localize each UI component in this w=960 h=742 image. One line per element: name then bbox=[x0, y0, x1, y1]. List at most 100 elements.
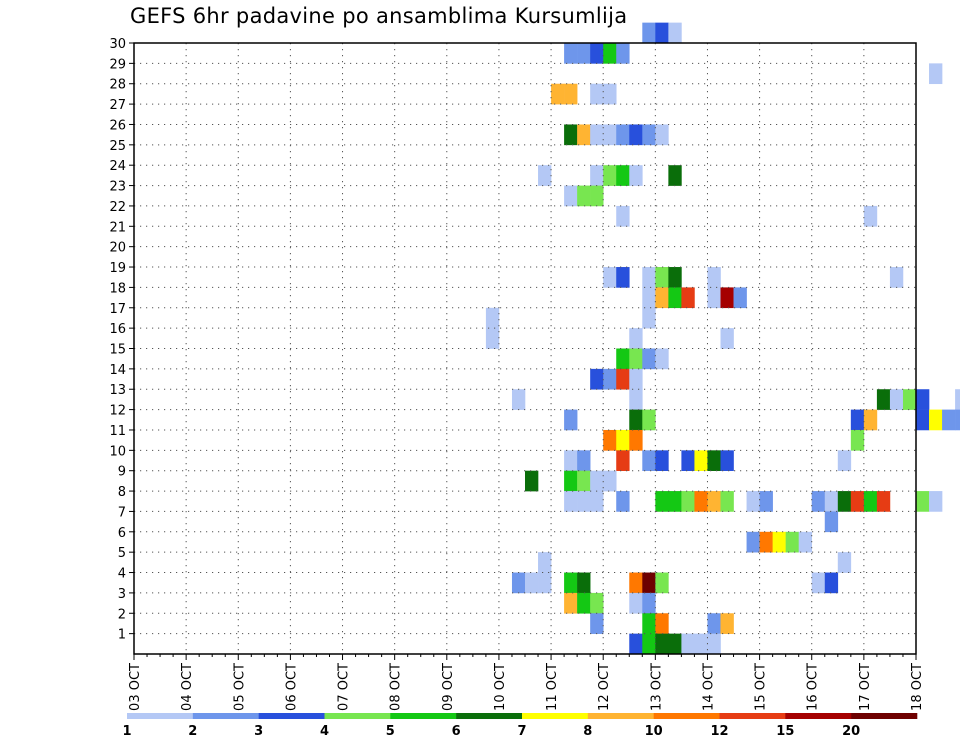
heatmap-cell bbox=[850, 429, 865, 451]
heatmap-cell bbox=[707, 287, 721, 309]
legend-swatch bbox=[192, 713, 259, 719]
heatmap-cell bbox=[590, 83, 604, 105]
heatmap-cell bbox=[668, 22, 682, 44]
heatmap-cell bbox=[824, 511, 839, 533]
y-tick-label: 9 bbox=[118, 465, 126, 480]
heatmap-cell bbox=[564, 592, 578, 614]
heatmap-cell bbox=[564, 124, 578, 146]
legend-label: 5 bbox=[386, 724, 395, 739]
y-tick-label: 28 bbox=[109, 78, 126, 93]
heatmap-cell bbox=[707, 613, 721, 634]
heatmap-cell bbox=[746, 531, 760, 553]
heatmap-cell bbox=[629, 328, 643, 349]
heatmap-cell bbox=[590, 124, 604, 146]
y-tick-label: 5 bbox=[118, 546, 126, 561]
heatmap-cell bbox=[538, 552, 552, 573]
heatmap-cell bbox=[577, 185, 591, 207]
legend-label: 15 bbox=[776, 724, 794, 739]
legend-label: 1 bbox=[122, 724, 131, 739]
heatmap-cell bbox=[668, 633, 682, 655]
heatmap-cell bbox=[668, 165, 682, 186]
heatmap-cell bbox=[681, 287, 695, 309]
x-axis: 03 OCT 04 OCT 05 OCT 06 OCT 07 OCT 08 OCT 09 O… bbox=[128, 654, 925, 711]
heatmap-cell bbox=[655, 124, 669, 146]
x-tick-label: 13 OCT bbox=[649, 663, 664, 711]
legend-label: 8 bbox=[583, 724, 592, 739]
heatmap-cell bbox=[629, 348, 643, 370]
legend-swatch bbox=[785, 713, 852, 719]
y-tick-label: 18 bbox=[109, 281, 126, 296]
heatmap-cell bbox=[655, 348, 669, 370]
heatmap-cell bbox=[642, 450, 656, 471]
legend-label: 10 bbox=[645, 724, 663, 739]
legend-swatch bbox=[587, 713, 654, 719]
x-tick-label: 14 OCT bbox=[701, 663, 716, 711]
heatmap-cell bbox=[616, 491, 630, 512]
heatmap-cell bbox=[629, 165, 643, 186]
heatmap-cell bbox=[707, 491, 721, 512]
heatmap-cell bbox=[916, 491, 930, 512]
y-tick-label: 11 bbox=[109, 424, 126, 439]
y-tick-label: 20 bbox=[109, 241, 126, 256]
heatmap-cell bbox=[929, 63, 943, 85]
heatmap-cell bbox=[655, 572, 669, 594]
x-tick-label: 10 OCT bbox=[493, 663, 508, 711]
heatmap-cell bbox=[642, 267, 656, 288]
heatmap-cell bbox=[577, 491, 591, 512]
heatmap-cell bbox=[850, 491, 865, 512]
heatmap-cell bbox=[525, 572, 539, 594]
heatmap-cell bbox=[889, 267, 904, 288]
heatmap-cell bbox=[642, 592, 656, 614]
y-tick-label: 27 bbox=[109, 98, 126, 113]
heatmap-cell bbox=[629, 633, 643, 655]
heatmap-cell bbox=[824, 572, 839, 594]
heatmap-cell bbox=[824, 491, 839, 512]
heatmap-cell bbox=[577, 43, 591, 64]
heatmap-cell bbox=[655, 491, 669, 512]
heatmap-cell bbox=[655, 287, 669, 309]
y-tick-label: 22 bbox=[109, 200, 126, 215]
legend-swatch bbox=[456, 713, 523, 719]
cells-layer bbox=[485, 22, 960, 655]
y-tick-label: 4 bbox=[118, 567, 126, 582]
heatmap-cell bbox=[603, 165, 617, 186]
heatmap-cell bbox=[811, 572, 826, 594]
heatmap-cell bbox=[681, 633, 695, 655]
heatmap-cell bbox=[642, 22, 656, 44]
y-tick-label: 13 bbox=[109, 383, 126, 398]
heatmap-cell bbox=[863, 409, 878, 431]
legend-label: 4 bbox=[320, 724, 329, 739]
y-tick-label: 2 bbox=[118, 607, 126, 622]
x-tick-label: 11 OCT bbox=[545, 663, 560, 711]
y-tick-label: 30 bbox=[109, 37, 126, 52]
heatmap-cell bbox=[590, 165, 604, 186]
heatmap-cell bbox=[603, 470, 617, 492]
heatmap-cell bbox=[863, 205, 878, 227]
heatmap-cell bbox=[707, 450, 721, 471]
heatmap-cell bbox=[837, 491, 852, 512]
heatmap-cell bbox=[668, 267, 682, 288]
heatmap-cell bbox=[955, 389, 960, 410]
heatmap-cell bbox=[577, 572, 591, 594]
heatmap-cell bbox=[929, 409, 943, 431]
x-tick-label: 15 OCT bbox=[754, 663, 769, 711]
heatmap-cell bbox=[511, 389, 526, 410]
heatmap-cell bbox=[850, 409, 865, 431]
y-tick-label: 1 bbox=[118, 628, 126, 643]
heatmap-cell bbox=[577, 470, 591, 492]
heatmap-cell bbox=[564, 450, 578, 471]
heatmap-cell bbox=[668, 287, 682, 309]
y-tick-label: 24 bbox=[109, 159, 126, 174]
legend-swatch bbox=[127, 713, 194, 719]
grid-layer bbox=[134, 43, 916, 654]
y-axis: 1234567891011121314151617181920212223242… bbox=[109, 37, 134, 643]
x-tick-label: 05 OCT bbox=[232, 663, 247, 711]
heatmap-cell bbox=[590, 592, 604, 614]
heatmap-cell bbox=[642, 409, 656, 431]
y-tick-label: 29 bbox=[109, 57, 126, 72]
heatmap-cell bbox=[616, 43, 630, 64]
heatmap-cell bbox=[694, 491, 708, 512]
heatmap-cell bbox=[694, 633, 708, 655]
heatmap-cell bbox=[629, 368, 643, 390]
heatmap-cell bbox=[616, 450, 630, 471]
